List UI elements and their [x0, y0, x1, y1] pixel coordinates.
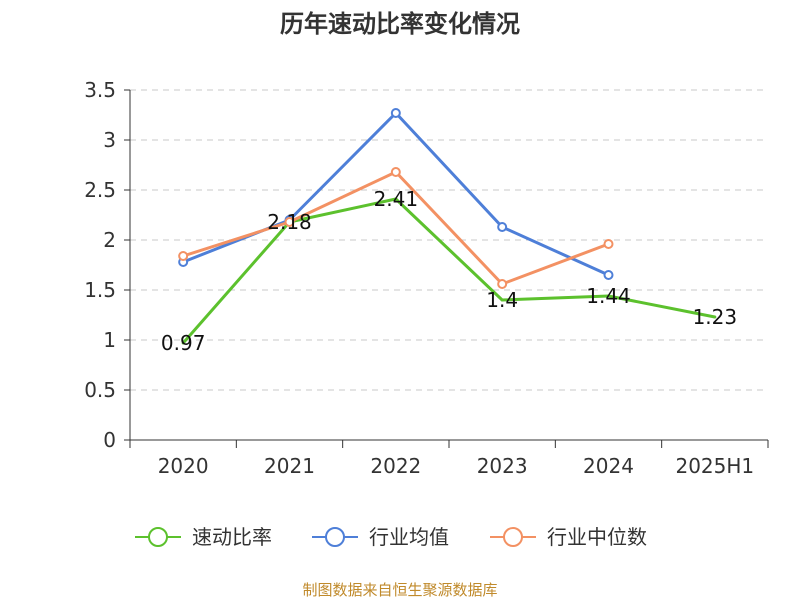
series-layer: [178, 108, 717, 345]
axes: 0 0.5 1 1.5 2 2.5 3 3.5 2020 2021 2022 2023 2024 2025…: [84, 78, 769, 478]
source-note: 制图数据来自恒生聚源数据库: [302, 581, 497, 599]
series-point: [603, 239, 614, 249]
legend-label: 行业中位数: [547, 525, 647, 549]
data-labels: 0.97 2.18 2.41 1.4 1.44 1.23: [161, 187, 737, 355]
series-point: [607, 294, 610, 298]
y-tick-label: 0.5: [84, 378, 116, 402]
y-tick-label: 3.5: [84, 78, 116, 102]
x-tick-label: 2023: [477, 454, 528, 478]
x-tick-label: 2025H1: [675, 454, 754, 478]
legend-marker-icon: [148, 527, 168, 547]
legend-marker-icon: [503, 527, 523, 547]
data-label: 0.97: [161, 331, 206, 355]
legend-item[interactable]: 行业中位数: [490, 525, 647, 549]
series-point: [178, 251, 189, 261]
data-label: 2.18: [267, 210, 312, 234]
legend-item[interactable]: 行业均值: [312, 525, 449, 549]
y-tick-label: 2.5: [84, 178, 116, 202]
x-tick-label: 2020: [158, 454, 209, 478]
x-tick-label: 2022: [370, 454, 421, 478]
series-point: [390, 108, 401, 118]
y-tick-label: 1: [103, 328, 116, 352]
legend: 速动比率 行业均值 行业中位数: [135, 525, 647, 549]
legend-item[interactable]: 速动比率: [135, 525, 272, 549]
series-point: [181, 341, 185, 345]
legend-label: 速动比率: [192, 525, 272, 549]
series-point: [394, 197, 398, 201]
data-label: 2.41: [374, 187, 419, 211]
legend-marker-icon: [325, 527, 345, 547]
data-label: 1.4: [486, 288, 518, 312]
y-tick-label: 3: [103, 128, 116, 152]
series-point: [497, 222, 508, 232]
y-tick-label: 1.5: [84, 278, 116, 302]
series-point: [497, 279, 508, 289]
chart-title: 历年速动比率变化情况: [280, 10, 520, 38]
series-point: [603, 270, 614, 280]
legend-label: 行业均值: [369, 525, 449, 549]
series-line: [182, 197, 716, 344]
series-point: [713, 315, 717, 319]
series-point: [500, 298, 504, 302]
grid-lines: [130, 89, 768, 391]
series-point: [284, 217, 295, 227]
y-tick-label: 2: [103, 228, 116, 252]
y-tick-label: 0: [103, 428, 116, 452]
x-tick-label: 2021: [264, 454, 315, 478]
x-tick-label: 2024: [583, 454, 634, 478]
series-point: [390, 167, 401, 177]
data-label: 1.23: [693, 305, 738, 329]
data-label: 1.44: [586, 284, 631, 308]
